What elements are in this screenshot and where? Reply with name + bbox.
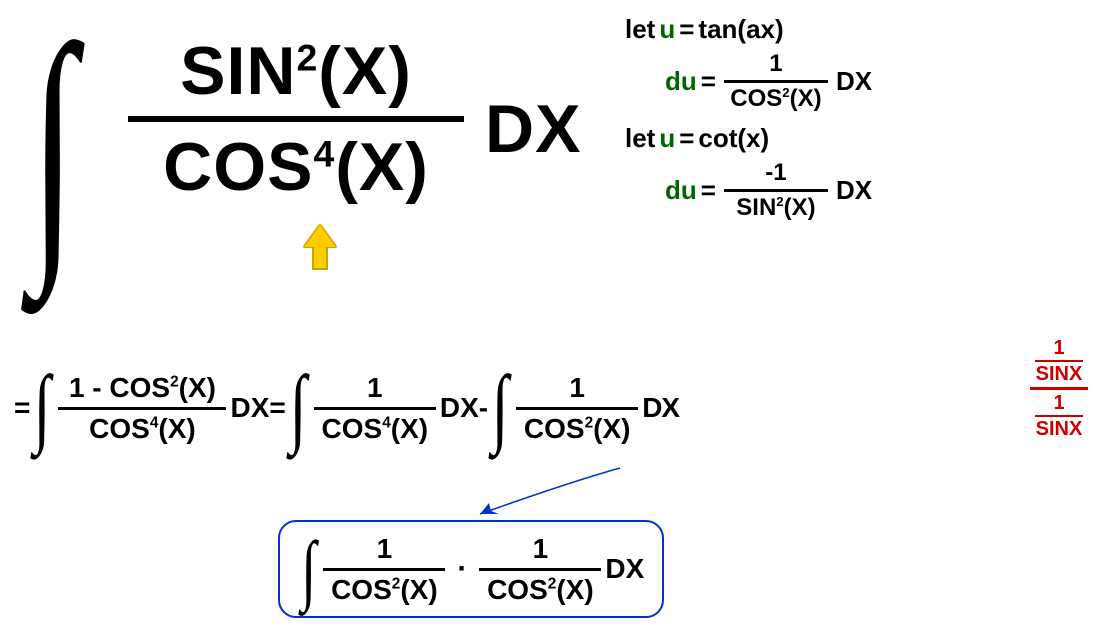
main-dx: DX xyxy=(485,90,581,168)
bluebox-dx: DX xyxy=(605,553,644,585)
substitution-block: let u = tan(ax) du = 1 COS2(X) DX let u … xyxy=(625,14,872,222)
subs-let-1: let xyxy=(625,14,655,45)
red-main-bar xyxy=(1030,387,1088,390)
eq-1: = xyxy=(14,392,30,424)
subs-eq-2: = xyxy=(701,66,716,97)
red-bot-bar xyxy=(1035,415,1083,417)
dx-c: DX xyxy=(642,392,679,424)
subs-frac-1-bar xyxy=(724,80,828,83)
dx-a: DX xyxy=(230,392,269,424)
frac-b-num: 1 xyxy=(367,373,383,402)
bluebox-dot: · xyxy=(449,552,475,586)
subs-dx-2: DX xyxy=(836,175,872,206)
red-fraction: 1 SINX 1 SINX xyxy=(1030,338,1088,439)
subs-frac-2-num: -1 xyxy=(765,160,786,186)
bluebox-frac-2-num: 1 xyxy=(533,534,549,563)
red-bot: 1 SINX xyxy=(1035,393,1083,439)
red-top-num: 1 xyxy=(1053,338,1064,358)
subs-u-2: u xyxy=(659,123,675,154)
subs-du-2: du xyxy=(665,175,697,206)
bluebox-frac-1-num: 1 xyxy=(377,534,393,563)
frac-a-num: 1 - COS2(X) xyxy=(69,373,216,402)
frac-c-bar xyxy=(516,407,638,410)
subs-row-4: du = -1 SIN2(X) DX xyxy=(665,160,872,222)
subs-rhs-1: tan(ax) xyxy=(698,14,783,45)
bluebox-frac-1-bar xyxy=(323,568,445,571)
red-top: 1 SINX xyxy=(1035,338,1083,384)
bluebox-frac-2: 1 COS2(X) xyxy=(479,534,601,604)
integral-glyph: ∫ xyxy=(30,0,76,300)
arrow-up-icon xyxy=(306,225,334,269)
frac-a-den: COS4(X) xyxy=(89,414,196,443)
main-denominator: COS4(X) xyxy=(128,128,464,206)
frac-c-den: COS2(X) xyxy=(524,414,631,443)
subs-frac-2-den: SIN2(X) xyxy=(736,195,815,221)
main-fraction: SIN2(X) COS4(X) xyxy=(128,32,464,206)
subs-du-1: du xyxy=(665,66,697,97)
main-numerator: SIN2(X) xyxy=(128,32,464,110)
bluebox-frac-2-den: COS2(X) xyxy=(487,575,594,604)
subs-frac-1-num: 1 xyxy=(769,51,782,77)
blue-arrow-icon xyxy=(460,464,630,524)
subs-eq-3: = xyxy=(679,123,694,154)
subs-row-1: let u = tan(ax) xyxy=(625,14,872,45)
bluebox-frac-2-bar xyxy=(479,568,601,571)
main-dx-text: DX xyxy=(485,91,581,167)
main-fraction-bar xyxy=(128,116,464,122)
minus: - xyxy=(479,392,488,424)
subs-frac-1-den: COS2(X) xyxy=(730,86,821,112)
integral-sign-1: ∫ xyxy=(34,364,51,452)
red-bot-num: 1 xyxy=(1053,393,1064,413)
subs-eq-1: = xyxy=(679,14,694,45)
subs-dx-1: DX xyxy=(836,66,872,97)
bluebox-integral: ∫ xyxy=(301,530,316,608)
frac-c: 1 COS2(X) xyxy=(516,373,638,443)
subs-row-2: du = 1 COS2(X) DX xyxy=(665,51,872,113)
dx-b: DX xyxy=(440,392,479,424)
subs-let-2: let xyxy=(625,123,655,154)
frac-a-bar xyxy=(58,407,226,410)
subs-frac-2-bar xyxy=(724,189,828,192)
workings-line: = ∫ 1 - COS2(X) COS4(X) DX = ∫ 1 COS4(X)… xyxy=(14,364,679,452)
bluebox-frac-1-den: COS2(X) xyxy=(331,575,438,604)
integral-sign-3: ∫ xyxy=(492,364,509,452)
subs-eq-4: = xyxy=(701,175,716,206)
red-top-bar xyxy=(1035,360,1083,362)
subs-u-1: u xyxy=(659,14,675,45)
frac-c-num: 1 xyxy=(569,373,585,402)
subs-frac-2: -1 SIN2(X) xyxy=(724,160,828,222)
red-bot-den: SINX xyxy=(1036,419,1083,439)
integral-sign-2: ∫ xyxy=(289,364,306,452)
frac-a: 1 - COS2(X) COS4(X) xyxy=(58,373,226,443)
subs-frac-1: 1 COS2(X) xyxy=(724,51,828,113)
subs-row-3: let u = cot(x) xyxy=(625,123,872,154)
eq-2: = xyxy=(269,392,285,424)
frac-b-den: COS4(X) xyxy=(322,414,429,443)
red-top-den: SINX xyxy=(1036,364,1083,384)
bluebox-frac-1: 1 COS2(X) xyxy=(323,534,445,604)
subs-rhs-2: cot(x) xyxy=(698,123,769,154)
frac-b-bar xyxy=(314,407,436,410)
main-integral-sign: ∫ xyxy=(30,5,76,285)
frac-b: 1 COS4(X) xyxy=(314,373,436,443)
blue-boxed-expression: ∫ 1 COS2(X) · 1 COS2(X) DX xyxy=(278,520,664,618)
